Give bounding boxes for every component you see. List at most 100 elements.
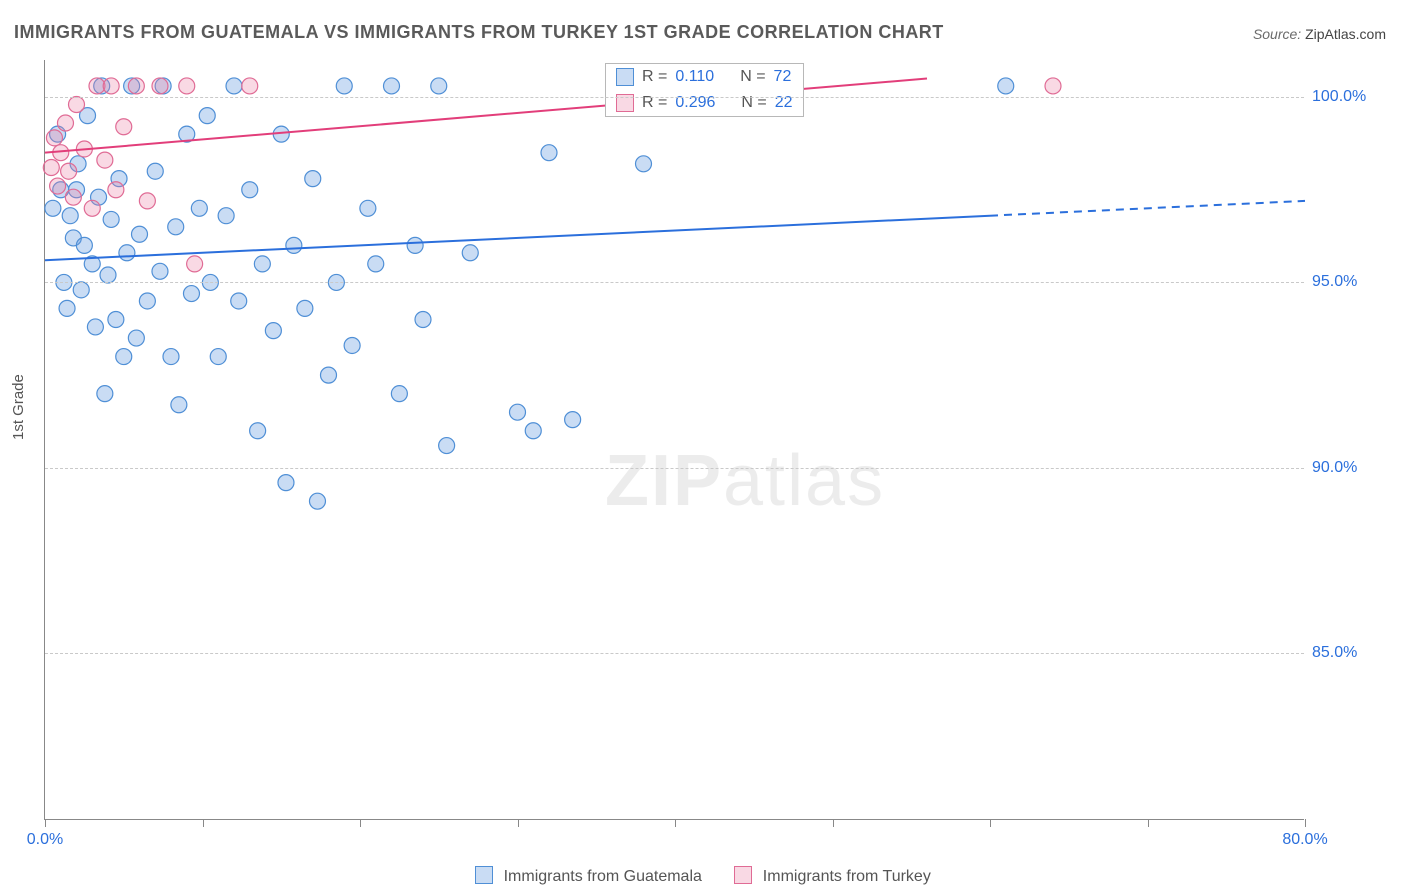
data-point-guatemala — [108, 312, 124, 328]
data-point-guatemala — [76, 237, 92, 253]
data-point-turkey — [179, 78, 195, 94]
data-point-guatemala — [210, 349, 226, 365]
data-point-guatemala — [360, 200, 376, 216]
source-value: ZipAtlas.com — [1305, 26, 1386, 42]
data-point-turkey — [116, 119, 132, 135]
y-tick-label: 85.0% — [1312, 644, 1392, 662]
source-attribution: Source: ZipAtlas.com — [1253, 26, 1386, 42]
data-point-guatemala — [45, 200, 61, 216]
data-point-guatemala — [250, 423, 266, 439]
data-point-turkey — [152, 78, 168, 94]
data-point-turkey — [65, 189, 81, 205]
x-tick — [203, 819, 204, 827]
data-point-guatemala — [384, 78, 400, 94]
y-tick-label: 100.0% — [1312, 88, 1392, 106]
data-point-guatemala — [163, 349, 179, 365]
data-point-turkey — [84, 200, 100, 216]
data-point-guatemala — [97, 386, 113, 402]
data-point-guatemala — [541, 145, 557, 161]
data-point-guatemala — [100, 267, 116, 283]
data-point-turkey — [43, 160, 59, 176]
data-point-guatemala — [998, 78, 1014, 94]
data-point-turkey — [97, 152, 113, 168]
data-point-turkey — [1045, 78, 1061, 94]
x-tick — [833, 819, 834, 827]
data-point-guatemala — [103, 211, 119, 227]
data-point-guatemala — [168, 219, 184, 235]
data-point-guatemala — [116, 349, 132, 365]
y-tick-label: 90.0% — [1312, 459, 1392, 477]
data-point-guatemala — [439, 438, 455, 454]
legend-swatch-guatemala — [475, 866, 493, 884]
data-point-guatemala — [462, 245, 478, 261]
data-point-guatemala — [391, 386, 407, 402]
data-point-guatemala — [636, 156, 652, 172]
data-point-turkey — [57, 115, 73, 131]
data-point-guatemala — [218, 208, 234, 224]
stats-n-value-guatemala: 72 — [774, 68, 792, 86]
data-point-guatemala — [309, 493, 325, 509]
data-point-guatemala — [525, 423, 541, 439]
data-point-guatemala — [183, 286, 199, 302]
data-point-guatemala — [128, 330, 144, 346]
x-tick — [990, 819, 991, 827]
data-point-guatemala — [278, 475, 294, 491]
data-point-guatemala — [265, 323, 281, 339]
x-tick-label: 0.0% — [27, 831, 63, 849]
data-point-guatemala — [286, 237, 302, 253]
data-point-guatemala — [336, 78, 352, 94]
gridline — [45, 653, 1304, 654]
data-point-guatemala — [73, 282, 89, 298]
chart-title: IMMIGRANTS FROM GUATEMALA VS IMMIGRANTS … — [14, 22, 944, 43]
data-point-guatemala — [59, 300, 75, 316]
data-point-guatemala — [510, 404, 526, 420]
data-point-guatemala — [119, 245, 135, 261]
data-point-guatemala — [147, 163, 163, 179]
gridline — [45, 468, 1304, 469]
stats-legend-box: R = 0.110 N = 72 R = 0.296 N = 22 — [605, 63, 804, 117]
data-point-guatemala — [199, 108, 215, 124]
x-tick — [360, 819, 361, 827]
data-point-guatemala — [132, 226, 148, 242]
x-tick — [45, 819, 46, 827]
y-axis-label: 1st Grade — [10, 374, 27, 440]
legend-item-turkey: Immigrants from Turkey — [734, 866, 930, 886]
x-tick — [518, 819, 519, 827]
data-point-guatemala — [191, 200, 207, 216]
data-point-guatemala — [305, 171, 321, 187]
legend-label-guatemala: Immigrants from Guatemala — [504, 868, 702, 885]
data-point-turkey — [50, 178, 66, 194]
data-point-guatemala — [62, 208, 78, 224]
data-point-turkey — [242, 78, 258, 94]
legend-label-turkey: Immigrants from Turkey — [763, 868, 931, 885]
data-point-turkey — [69, 96, 85, 112]
x-tick-label: 80.0% — [1282, 831, 1327, 849]
data-point-turkey — [61, 163, 77, 179]
legend-item-guatemala: Immigrants from Guatemala — [475, 866, 702, 886]
gridline — [45, 282, 1304, 283]
data-point-guatemala — [87, 319, 103, 335]
trend-line-dashed-guatemala — [990, 201, 1305, 216]
y-tick-label: 95.0% — [1312, 273, 1392, 291]
data-point-guatemala — [242, 182, 258, 198]
stats-swatch-guatemala — [616, 68, 634, 86]
data-point-guatemala — [344, 337, 360, 353]
legend-swatch-turkey — [734, 866, 752, 884]
x-tick — [1305, 819, 1306, 827]
data-point-guatemala — [415, 312, 431, 328]
stats-n-label: N = — [740, 68, 765, 86]
data-point-guatemala — [431, 78, 447, 94]
data-point-guatemala — [171, 397, 187, 413]
data-point-guatemala — [321, 367, 337, 383]
data-point-guatemala — [407, 237, 423, 253]
data-point-turkey — [103, 78, 119, 94]
bottom-legend: Immigrants from Guatemala Immigrants fro… — [0, 866, 1406, 886]
data-point-guatemala — [139, 293, 155, 309]
data-point-guatemala — [254, 256, 270, 272]
stats-r-value-guatemala: 0.110 — [675, 68, 714, 86]
data-point-guatemala — [565, 412, 581, 428]
plot-svg — [45, 60, 1304, 819]
data-point-guatemala — [231, 293, 247, 309]
stats-r-label: R = — [642, 68, 667, 86]
source-label: Source: — [1253, 26, 1301, 42]
